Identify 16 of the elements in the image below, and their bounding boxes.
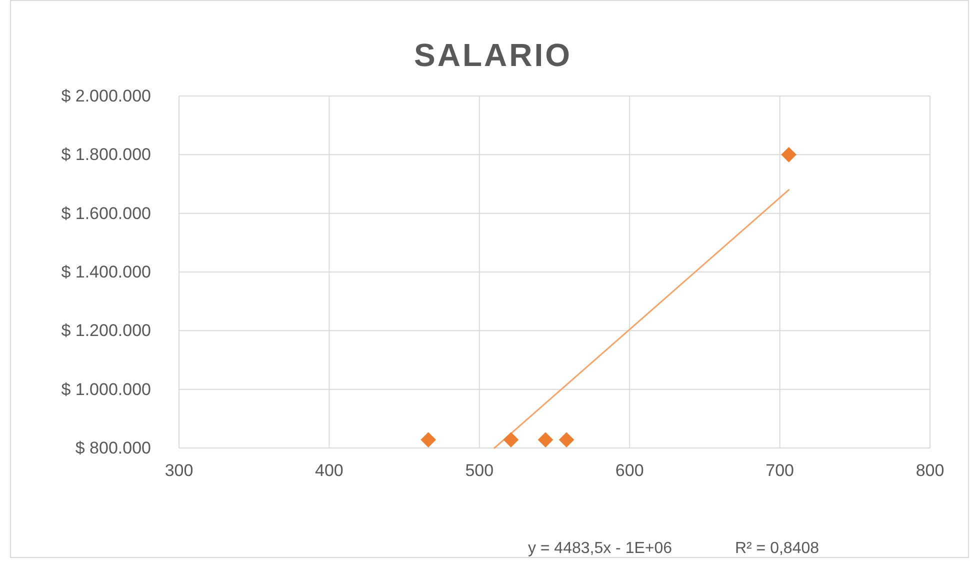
y-tick-label: $ 1.200.000 [61, 321, 151, 340]
y-tick-label: $ 1.600.000 [61, 204, 151, 223]
x-tick-label: 500 [465, 461, 494, 480]
text: R² = 0,8408 [734, 540, 820, 557]
x-tick-label: 300 [164, 461, 194, 480]
y-tick-label: $ 2.000.000 [61, 86, 151, 106]
x-tick-label: 600 [615, 461, 644, 480]
text: y = 4483,5x - 1E+06 [528, 540, 672, 557]
y-tick-label: $ 1.400.000 [61, 262, 151, 282]
x-tick-label: 400 [315, 461, 344, 480]
x-tick-label: 800 [916, 461, 944, 480]
y-tick-label: $ 800.000 [75, 438, 151, 458]
y-tick-label: $ 1.000.000 [61, 380, 151, 399]
x-tick-label: 700 [766, 461, 794, 480]
chart-title: SALARIO [414, 37, 572, 73]
y-tick-label: $ 1.800.000 [61, 145, 151, 164]
